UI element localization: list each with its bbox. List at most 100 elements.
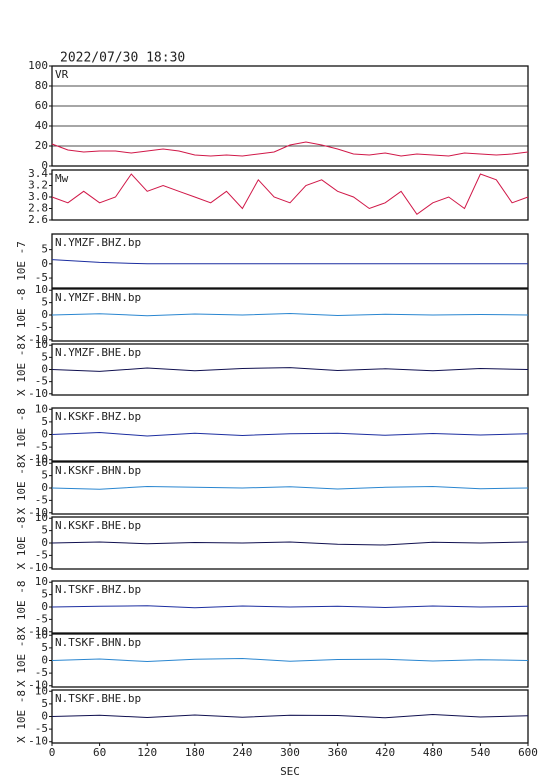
y-tick-label: -10 xyxy=(28,506,48,519)
y-tick-label: 20 xyxy=(35,139,48,152)
trace xyxy=(51,173,529,216)
x-tick-label: 0 xyxy=(49,746,56,759)
trace xyxy=(51,657,529,663)
x-tick-label: 120 xyxy=(137,746,157,759)
y-tick-label: 10 xyxy=(35,684,48,697)
y-tick-label: 0 xyxy=(41,308,48,321)
y-tick-label: 5 xyxy=(41,243,48,256)
y-tick-label: 100 xyxy=(28,59,48,72)
y-tick-label: 2.8 xyxy=(28,202,48,215)
y-tick-label: -5 xyxy=(35,666,48,679)
y-axis-label: 10E -7 xyxy=(15,241,28,281)
panel-label: N.KSKF.BHE.bp xyxy=(55,519,141,532)
y-tick-label: -5 xyxy=(35,722,48,735)
y-tick-label: 0 xyxy=(41,481,48,494)
y-tick-label: 10 xyxy=(35,456,48,469)
y-tick-label: 0 xyxy=(41,710,48,723)
x-tick-label: 240 xyxy=(232,746,252,759)
panel-label: N.TSKF.BHE.bp xyxy=(55,692,141,705)
panel-label: N.TSKF.BHN.bp xyxy=(55,636,141,649)
x-axis-label: SEC xyxy=(280,765,300,778)
panel-frame xyxy=(51,169,529,221)
trace xyxy=(51,541,529,546)
y-tick-label: 5 xyxy=(41,588,48,601)
y-tick-label: 3.2 xyxy=(28,179,48,192)
y-tick-label: 3.0 xyxy=(28,190,48,203)
y-tick-label: 0 xyxy=(41,428,48,441)
x-tick-label: 300 xyxy=(280,746,300,759)
y-tick-label: 0 xyxy=(41,159,48,172)
y-tick-label: 10 xyxy=(35,511,48,524)
trace xyxy=(51,431,529,437)
y-tick-label: 80 xyxy=(35,79,48,92)
y-axis-label: X 10E -8 xyxy=(15,517,28,570)
panel-label: N.YMZF.BHE.bp xyxy=(55,346,141,359)
trace xyxy=(51,605,529,609)
trace xyxy=(51,141,529,157)
panel-label: N.KSKF.BHN.bp xyxy=(55,464,141,477)
panel-label: Mw xyxy=(55,172,69,185)
y-tick-label: 40 xyxy=(35,119,48,132)
y-tick-label: 3.4 xyxy=(28,167,48,180)
y-tick-label: -10 xyxy=(28,735,48,748)
y-axis-label: X 10E -8 xyxy=(15,408,28,461)
x-tick-label: 600 xyxy=(518,746,538,759)
x-tick-label: 60 xyxy=(93,746,106,759)
y-tick-label: 10 xyxy=(35,402,48,415)
x-tick-label: 540 xyxy=(470,746,490,759)
y-axis-label: X 10E -8 xyxy=(15,690,28,743)
trace xyxy=(51,485,529,490)
y-tick-label: 5 xyxy=(41,350,48,363)
y-axis-label: X 10E -8 xyxy=(15,289,28,342)
y-tick-label: 5 xyxy=(41,415,48,428)
panel-label: N.TSKF.BHZ.bp xyxy=(55,583,141,596)
y-tick-label: 10 xyxy=(35,283,48,296)
y-axis-label: X 10E -8 xyxy=(15,343,28,396)
trace xyxy=(51,259,528,265)
trace xyxy=(51,312,529,317)
y-tick-label: 5 xyxy=(41,697,48,710)
y-tick-label: 10 xyxy=(35,575,48,588)
y-tick-label: 5 xyxy=(41,296,48,309)
y-tick-label: 0 xyxy=(41,600,48,613)
trace xyxy=(51,713,529,719)
y-tick-label: -10 xyxy=(28,333,48,346)
panel-frame xyxy=(51,233,529,289)
y-tick-label: 60 xyxy=(35,99,48,112)
trace xyxy=(51,367,529,372)
y-tick-label: -10 xyxy=(28,453,48,466)
y-tick-label: -10 xyxy=(28,625,48,638)
y-tick-label: -5 xyxy=(35,612,48,625)
y-tick-label: 0 xyxy=(41,536,48,549)
x-tick-label: 420 xyxy=(375,746,395,759)
y-tick-label: -10 xyxy=(28,679,48,692)
y-tick-label: -5 xyxy=(35,548,48,561)
y-tick-label: 2.6 xyxy=(28,213,48,226)
y-tick-label: 0 xyxy=(41,654,48,667)
y-axis-label: X 10E -8 xyxy=(15,581,28,634)
y-tick-label: 10 xyxy=(35,628,48,641)
panel-label: VR xyxy=(55,68,69,81)
y-tick-label: 5 xyxy=(41,524,48,537)
y-tick-label: -5 xyxy=(35,440,48,453)
panel-label: N.YMZF.BHZ.bp xyxy=(55,236,141,249)
y-tick-label: 0 xyxy=(41,257,48,270)
x-tick-label: 180 xyxy=(185,746,205,759)
panel-label: N.KSKF.BHZ.bp xyxy=(55,410,141,423)
x-tick-label: 360 xyxy=(328,746,348,759)
y-tick-label: -5 xyxy=(35,271,48,284)
y-axis-label: X 10E -8 xyxy=(15,462,28,515)
y-tick-label: -5 xyxy=(35,375,48,388)
y-tick-label: 0 xyxy=(41,363,48,376)
y-tick-label: -5 xyxy=(35,320,48,333)
y-tick-label: 5 xyxy=(41,469,48,482)
x-tick-label: 480 xyxy=(423,746,443,759)
y-tick-label: -10 xyxy=(28,561,48,574)
panel-frame xyxy=(51,65,529,167)
chart-title: 2022/07/30 18:30 xyxy=(60,51,185,66)
y-axis-label: X 10E -8 xyxy=(15,634,28,687)
y-tick-label: -5 xyxy=(35,493,48,506)
y-tick-label: -10 xyxy=(28,387,48,400)
y-tick-label: 10 xyxy=(35,338,48,351)
